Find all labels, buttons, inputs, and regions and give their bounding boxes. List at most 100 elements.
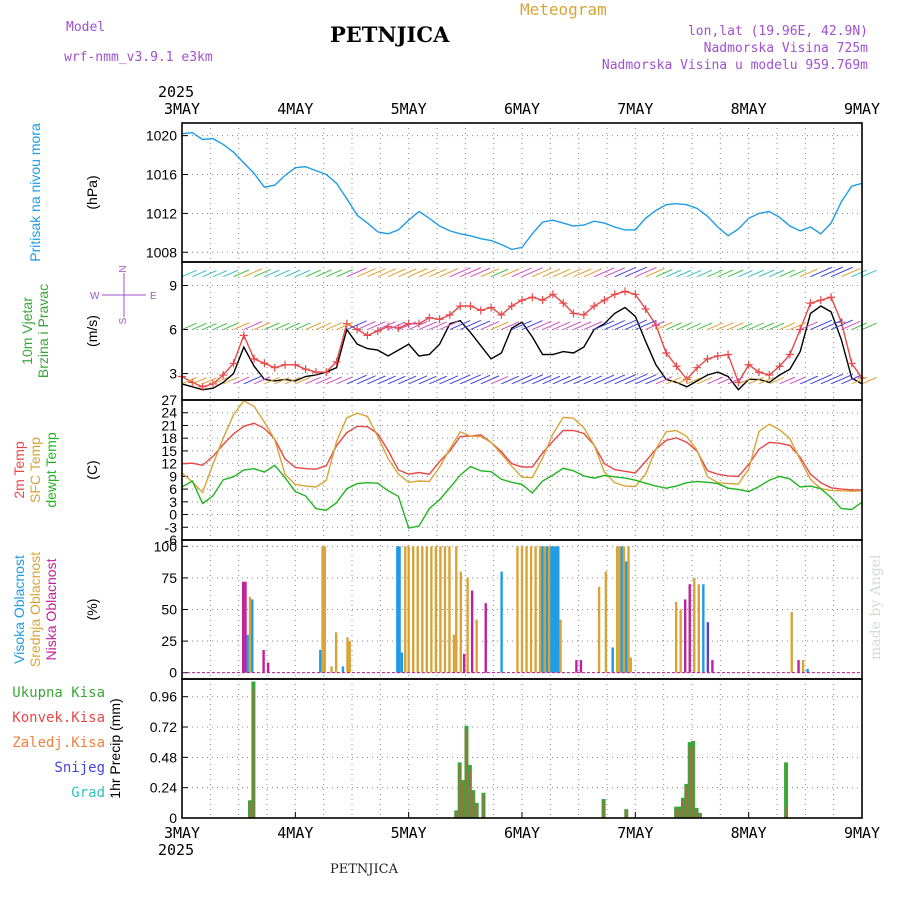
y-tick-label: 15 <box>161 443 177 459</box>
wind-barb <box>542 375 561 385</box>
y-tick-label: 1020 <box>146 128 177 144</box>
gust-marker <box>219 371 228 380</box>
y-axis-label: Pritisak na nivou mora <box>27 123 43 262</box>
y-tick-label: 25 <box>161 633 177 649</box>
cloud-bar <box>579 660 583 673</box>
gust-marker <box>816 296 825 305</box>
wind-barb <box>418 268 437 278</box>
precip-conv-bar <box>602 801 605 818</box>
gust-marker <box>260 359 269 368</box>
wind-barb <box>686 322 702 330</box>
wind-barb <box>583 375 603 385</box>
wind-barb <box>707 322 724 330</box>
precip-conv-bar <box>475 805 478 818</box>
wind-barb <box>810 266 833 278</box>
wind-barb <box>253 376 271 385</box>
y-tick-label: -3 <box>165 519 178 535</box>
gust-marker <box>250 354 259 363</box>
wind-barb <box>233 376 250 385</box>
wind-barb <box>449 320 471 330</box>
y-tick-label: 6 <box>169 322 177 338</box>
gust-marker <box>621 287 630 296</box>
gust-marker <box>291 360 300 369</box>
wind-barb <box>645 268 665 278</box>
cloud-bar <box>452 634 456 673</box>
wind-barb <box>552 321 571 330</box>
model-name: wrf-nmm_v3.9.1 e3km <box>64 50 213 65</box>
wind-barb <box>769 269 785 278</box>
legend-konvek-kisa: Konvek.Kisa <box>12 710 105 726</box>
gust-marker <box>765 371 774 380</box>
y-tick-label: 0 <box>169 810 177 826</box>
wind-barb <box>346 267 367 278</box>
wind-barb <box>336 322 353 330</box>
precip-conv-bar <box>465 729 468 818</box>
wind-barb <box>624 373 648 385</box>
wind-barb <box>223 376 239 385</box>
precip-conv-bar <box>688 747 691 818</box>
wind-barb <box>398 375 417 385</box>
y-axis-label: Visoka Oblacnost <box>11 555 27 664</box>
cloud-bar <box>702 584 705 673</box>
x-tick-label-top: 8MAY <box>731 100 767 118</box>
wind-barb <box>542 268 561 278</box>
wind-barb <box>799 375 819 385</box>
gust-marker <box>198 382 207 391</box>
wind-barb <box>645 375 665 385</box>
cloud-bar <box>425 546 428 673</box>
x-year-top: 2025 <box>158 83 194 101</box>
wind-barb <box>418 321 437 330</box>
wind-barb <box>223 269 239 278</box>
wind-barb <box>532 375 552 385</box>
cloud-bar <box>484 603 487 673</box>
wind-barb <box>820 266 844 278</box>
y-axis-label: 1hr Precip (mm) <box>107 698 123 798</box>
coords-text: lon,lat (19.96E, 42.9N) <box>687 24 868 39</box>
y-tick-label: 0.48 <box>150 749 177 765</box>
gust-marker <box>847 359 856 368</box>
wind-barb <box>655 269 673 278</box>
wind-barb <box>284 269 301 278</box>
wind-barb <box>563 375 582 385</box>
wind-barb <box>192 269 207 278</box>
wind-barb <box>284 376 301 385</box>
x-tick-label-top: 3MAY <box>164 100 200 118</box>
legend-zaledj-kisa: Zaledj.Kisa <box>12 735 105 751</box>
wind-barb <box>635 266 657 278</box>
wind-barb <box>274 269 290 278</box>
wind-barb <box>563 268 582 278</box>
wind-barb <box>387 375 406 385</box>
wind-barb <box>367 375 386 385</box>
cloud-bar <box>552 546 555 673</box>
wind-barb <box>243 321 263 330</box>
gust-marker <box>548 290 557 299</box>
wind-barb <box>727 322 744 330</box>
wind-barb <box>851 376 867 385</box>
wind-barb <box>511 374 532 385</box>
precip-conv-bar <box>678 809 681 818</box>
wind-barb <box>604 320 626 330</box>
y-tick-label: 0.96 <box>150 689 177 705</box>
y-tick-label: 6 <box>169 481 177 497</box>
wind-barb <box>635 374 657 385</box>
wind-barb <box>614 266 637 278</box>
wind-barb <box>841 320 861 330</box>
wind-barb <box>830 373 853 385</box>
station-title: PETNJICA <box>330 22 450 47</box>
panel-precip <box>181 678 863 819</box>
gust-marker <box>435 315 444 324</box>
wind-barb <box>480 375 500 385</box>
cloud-bar <box>554 546 558 673</box>
wind-barb <box>521 267 543 278</box>
wind-barb <box>738 377 753 385</box>
model-elevation-text: Nadmorska Visina u modelu 959.769m <box>601 58 868 73</box>
panel-wind <box>102 261 877 401</box>
y-axis-label: Srednja Oblacnost <box>27 552 43 667</box>
gust-marker <box>425 313 434 322</box>
gust-marker <box>662 349 671 358</box>
gust-marker <box>301 365 310 374</box>
wind-barb <box>758 269 775 278</box>
wind-barb <box>655 376 673 385</box>
wind-barb <box>181 322 197 330</box>
